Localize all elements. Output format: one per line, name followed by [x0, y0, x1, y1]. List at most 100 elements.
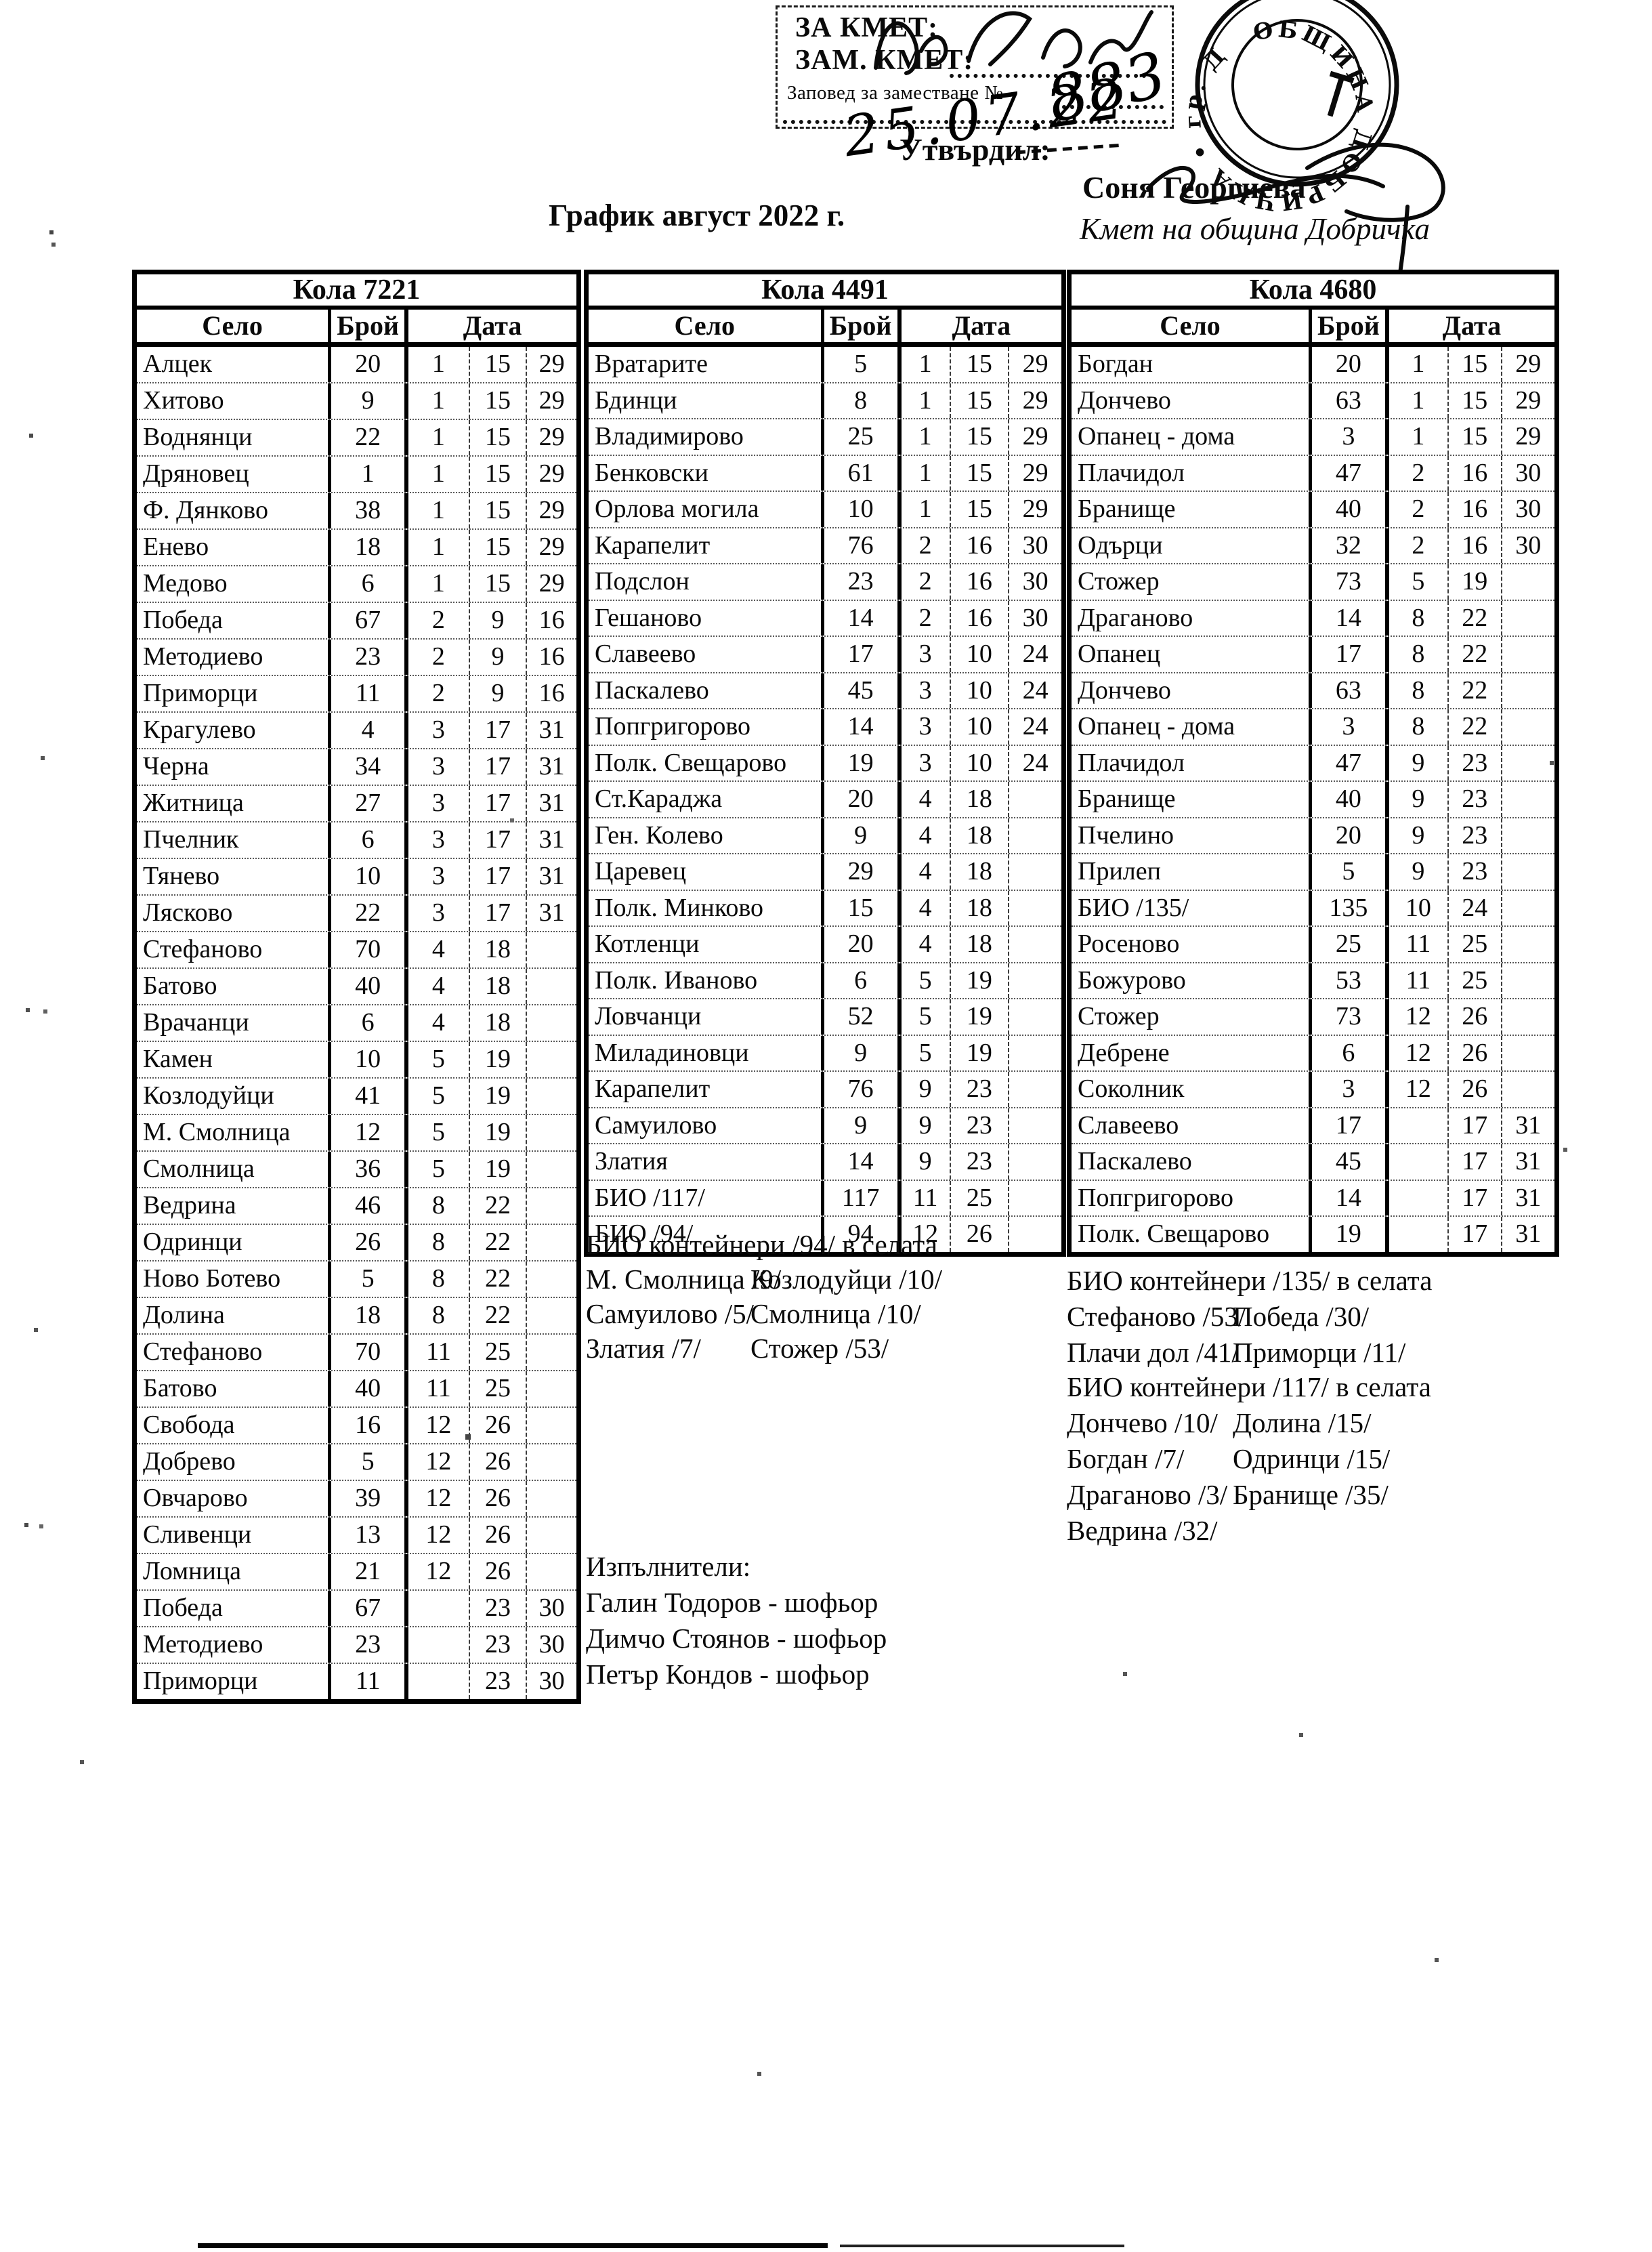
- date-cell: 9: [1389, 818, 1449, 853]
- date-cell: [527, 1554, 576, 1589]
- date-cell: 9: [470, 676, 528, 711]
- village-cell: Стожер: [1072, 564, 1313, 600]
- date-cell: 16: [538, 642, 565, 671]
- table-row: Царевец 29 4 18: [589, 854, 1061, 891]
- village-cell: Овчарово: [137, 1481, 332, 1516]
- date-cell: 29: [538, 569, 565, 598]
- date-cell: 17: [470, 749, 528, 785]
- village-cell: Лясково: [137, 896, 332, 931]
- date-cell: 29: [538, 423, 565, 451]
- date-cell: 17: [470, 896, 528, 931]
- village-cell: Миладиновци: [589, 1035, 824, 1070]
- date-cell: 3: [408, 822, 470, 858]
- date-cell: [1009, 999, 1061, 1035]
- village-cell: Приморци: [137, 1664, 332, 1699]
- date-cell: 12: [408, 1554, 470, 1589]
- village-cell: Методиево: [137, 640, 332, 675]
- executors-list: Галин Тодоров - шофьор Димчо Стоянов - шо…: [586, 1586, 887, 1694]
- count-cell: 67: [331, 603, 409, 638]
- count-cell: 20: [1312, 347, 1389, 382]
- date-cell: 1: [408, 530, 470, 565]
- village-cell: Камен: [137, 1042, 332, 1077]
- date-cell: 17: [1449, 1108, 1502, 1143]
- count-cell: 6: [1312, 1035, 1389, 1070]
- date-cell: 25: [470, 1371, 528, 1406]
- date-cell: 3: [408, 859, 470, 894]
- village-cell: Плачидол: [1072, 745, 1313, 780]
- village-cell: Опанец: [1072, 637, 1313, 672]
- table-header-row: Село Брой Дата: [1072, 310, 1554, 347]
- date-cell: 18: [951, 818, 1010, 853]
- village-cell: Подслон: [589, 564, 824, 600]
- count-cell: 117: [824, 1180, 902, 1215]
- date-cell: 23: [1449, 745, 1502, 780]
- date-cell: 23: [470, 1591, 528, 1626]
- date-cell: 3: [902, 637, 951, 672]
- date-cell: 4: [902, 782, 951, 817]
- signature-dotted-line: [950, 47, 1154, 78]
- count-cell: 19: [824, 745, 902, 780]
- date-cell: 1: [408, 457, 470, 492]
- village-cell: Дряновец: [137, 457, 332, 492]
- table-row: Подслон 23 2 16 30: [589, 564, 1061, 601]
- date-cell: 29: [538, 533, 565, 561]
- date-cell: 26: [1449, 999, 1502, 1035]
- count-cell: 23: [824, 564, 902, 600]
- date-cell: 11: [408, 1371, 470, 1406]
- date-cell: 25: [1449, 927, 1502, 962]
- date-cell: 9: [1389, 745, 1449, 780]
- date-cell: 19: [951, 1035, 1010, 1070]
- date-cell: [527, 1115, 576, 1150]
- note-row: Стефаново /53/Победа /30/: [1067, 1300, 1568, 1336]
- date-cell: 1: [408, 566, 470, 602]
- count-cell: 6: [331, 822, 409, 858]
- bio135-note-title: БИО контейнери /135/ в селата: [1067, 1265, 1433, 1296]
- village-cell: Добрево: [137, 1444, 332, 1480]
- village-cell: Победа: [137, 603, 332, 638]
- table-row: Ген. Колево 9 4 18: [589, 818, 1061, 854]
- executor-name: Галин Тодоров - шофьор: [586, 1587, 878, 1618]
- date-cell: 9: [902, 1072, 951, 1107]
- table-row: Приморци 11 2 9 16: [137, 676, 576, 713]
- col-header-date: Дата: [463, 310, 522, 341]
- col-header-count: Брой: [1312, 310, 1389, 342]
- date-cell: 22: [470, 1298, 528, 1333]
- date-cell: 18: [951, 927, 1010, 962]
- table-row: Карапелит 76 9 23: [589, 1072, 1061, 1108]
- count-cell: 94: [824, 1217, 902, 1252]
- table-row: Хитово 9 1 15 29: [137, 383, 576, 420]
- count-cell: 14: [824, 709, 902, 745]
- date-cell: [408, 1591, 470, 1626]
- table-row: Дебрене 6 12 26: [1072, 1035, 1554, 1072]
- table-row: Полк. Минково 15 4 18: [589, 890, 1061, 927]
- date-cell: [408, 1664, 470, 1699]
- village-cell: Божурово: [1072, 963, 1313, 998]
- date-cell: 17: [470, 713, 528, 748]
- count-cell: 52: [824, 999, 902, 1035]
- date-dotted-line: [783, 94, 1166, 124]
- table-row: Врачанци 6 4 18: [137, 1005, 576, 1042]
- table-row: Дончево 63 8 22: [1072, 673, 1554, 709]
- note-item: Козлодуйци /10/: [750, 1264, 942, 1295]
- bio94-note-list: М. Смолница /9/Козлодуйци /10/Самуилово …: [586, 1263, 1060, 1367]
- table-body: Богдан 20 1 15 29 Дончево 63 1 15 29 Опанец - дома…: [1072, 347, 1554, 1252]
- village-cell: Ст.Караджа: [589, 782, 824, 817]
- date-cell: 30: [1515, 495, 1542, 523]
- date-cell: 23: [951, 1072, 1010, 1107]
- count-cell: 9: [331, 383, 409, 419]
- count-cell: 20: [331, 347, 409, 382]
- date-cell: [1009, 891, 1061, 926]
- village-cell: Долина: [137, 1298, 332, 1333]
- village-cell: Опанец - дома: [1072, 419, 1313, 455]
- executor-name: Петър Кондов - шофьор: [586, 1659, 870, 1690]
- date-cell: 5: [408, 1115, 470, 1150]
- date-cell: [1389, 1108, 1449, 1143]
- date-cell: 30: [1515, 530, 1542, 560]
- date-cell: 29: [1022, 350, 1049, 378]
- count-cell: 36: [331, 1152, 409, 1187]
- count-cell: 10: [331, 1042, 409, 1077]
- table-row: Полк. Иваново 6 5 19: [589, 963, 1061, 999]
- date-cell: 12: [408, 1518, 470, 1553]
- count-cell: 47: [1312, 745, 1389, 780]
